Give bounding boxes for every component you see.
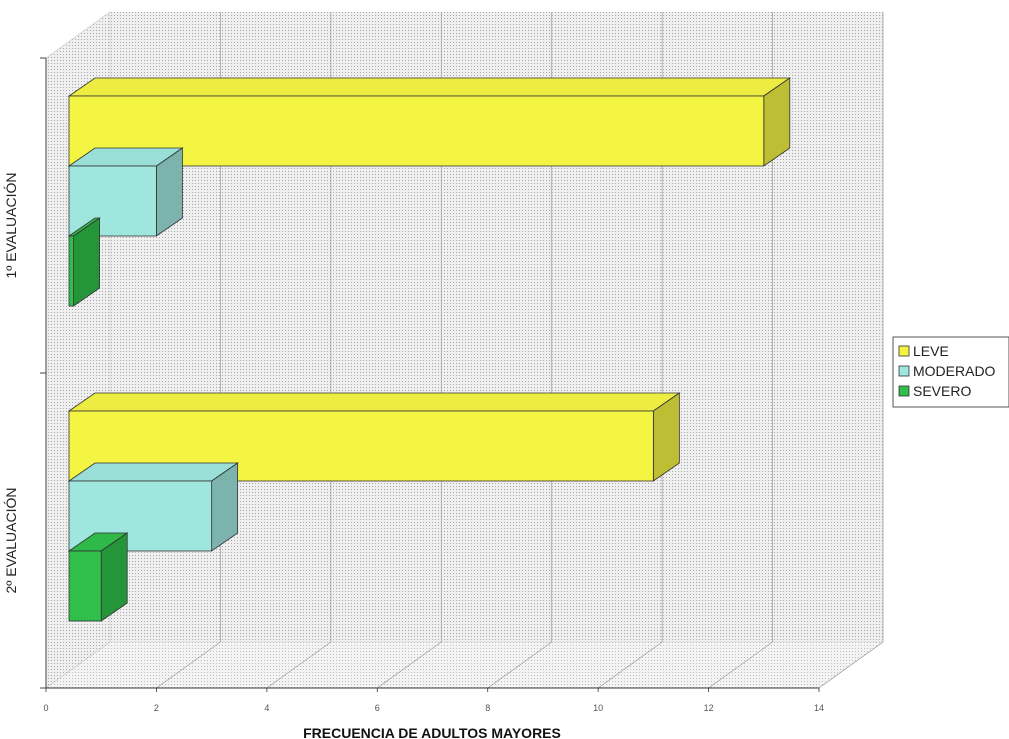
axis: 1º EVALUACIÓN 2º EVALUACIÓN 0 2 4 6 8 10 12 14 xyxy=(3,57,824,713)
gridline-2 xyxy=(156,12,221,689)
x-tick-label-10: 10 xyxy=(593,703,603,713)
chart-background xyxy=(45,11,884,689)
x-tick-label-14: 14 xyxy=(814,703,824,713)
bar-moderado-1 xyxy=(67,147,184,237)
gridline-4 xyxy=(266,12,332,689)
x-tick-label-2: 2 xyxy=(154,703,159,713)
category-label-2: 2º EVALUACIÓN xyxy=(3,488,19,594)
svg-text:SEVERO: SEVERO xyxy=(913,383,971,399)
bars xyxy=(67,77,792,622)
gridline-12 xyxy=(708,12,773,689)
legend-item-severo: SEVERO xyxy=(898,383,971,399)
svg-text:MODERADO: MODERADO xyxy=(913,363,996,379)
gridline-6 xyxy=(377,12,442,689)
x-axis-label: FRECUENCIA DE ADULTOS MAYORES xyxy=(303,725,561,739)
floor xyxy=(45,641,884,689)
svg-text:LEVE: LEVE xyxy=(913,343,949,359)
legend: LEVE MODERADO SEVERO xyxy=(892,336,1009,408)
x-tick-label-6: 6 xyxy=(375,703,380,713)
gridline-10 xyxy=(597,12,663,689)
gridline-14 xyxy=(818,12,884,689)
legend-item-leve: LEVE xyxy=(898,343,949,359)
back-wall xyxy=(110,12,883,642)
x-tick-label-0: 0 xyxy=(43,703,48,713)
gridlines xyxy=(156,12,884,689)
bar-severo-1 xyxy=(67,217,101,307)
bar-severo-2 xyxy=(67,532,129,622)
legend-box xyxy=(892,336,1009,408)
category-label-1: 1º EVALUACIÓN xyxy=(3,173,19,279)
gridline-8 xyxy=(487,12,553,689)
x-tick-label-8: 8 xyxy=(485,703,490,713)
bar-leve-1 xyxy=(67,77,792,167)
legend-item-moderado: MODERADO xyxy=(898,363,996,379)
x-tick-label-4: 4 xyxy=(264,703,269,713)
x-tick-label-12: 12 xyxy=(704,703,714,713)
